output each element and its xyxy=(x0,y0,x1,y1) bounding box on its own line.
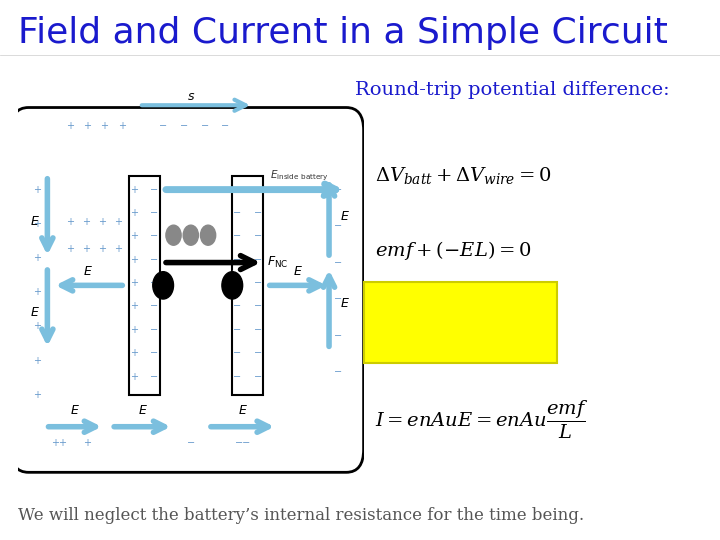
Text: +: + xyxy=(130,208,138,218)
Text: +: + xyxy=(114,244,122,254)
Text: $E = \dfrac{emf}{L}$: $E = \dfrac{emf}{L}$ xyxy=(382,303,468,347)
Text: −: − xyxy=(254,185,262,194)
Text: −: − xyxy=(254,325,262,335)
Text: Round-trip potential difference:: Round-trip potential difference: xyxy=(355,81,670,99)
Text: −: − xyxy=(150,278,158,288)
Text: +: + xyxy=(82,217,90,226)
Text: +: + xyxy=(100,121,109,131)
Circle shape xyxy=(153,272,174,299)
Text: −: − xyxy=(150,325,158,335)
Text: +: + xyxy=(33,287,41,297)
Text: −−: −− xyxy=(235,438,251,448)
Text: +: + xyxy=(33,185,41,194)
Text: −: − xyxy=(333,330,342,341)
Text: +: + xyxy=(98,244,106,254)
Text: −: − xyxy=(233,185,241,194)
Circle shape xyxy=(183,225,199,245)
Text: −: − xyxy=(150,255,158,265)
Text: −: − xyxy=(254,372,262,382)
Text: $E_{\rm inside\ battery}$: $E_{\rm inside\ battery}$ xyxy=(270,168,329,183)
Text: +: + xyxy=(66,244,74,254)
Text: −: − xyxy=(186,438,195,448)
Text: +: + xyxy=(33,390,41,400)
Text: +: + xyxy=(33,253,41,263)
Circle shape xyxy=(200,225,216,245)
Text: −: − xyxy=(333,258,342,267)
Text: +: + xyxy=(82,244,90,254)
Text: −: − xyxy=(233,348,241,358)
Text: −: − xyxy=(254,301,262,312)
Text: −: − xyxy=(233,208,241,218)
Text: −: − xyxy=(150,231,158,241)
Text: +: + xyxy=(130,301,138,312)
Text: −: − xyxy=(159,121,167,131)
Text: −: − xyxy=(233,301,241,312)
Text: E: E xyxy=(84,265,91,278)
Text: −: − xyxy=(333,185,342,194)
Text: +: + xyxy=(98,217,106,226)
Text: +: + xyxy=(83,438,91,448)
Text: −: − xyxy=(254,278,262,288)
Text: E: E xyxy=(138,404,146,417)
Text: −: − xyxy=(221,121,230,131)
Text: +: + xyxy=(66,217,74,226)
Text: E: E xyxy=(341,297,348,310)
Text: +: + xyxy=(130,278,138,288)
Text: +: + xyxy=(83,121,91,131)
Text: −: − xyxy=(233,325,241,335)
Text: −: − xyxy=(254,231,262,241)
Text: $emf + (-EL) = 0$: $emf + (-EL) = 0$ xyxy=(375,239,531,261)
Text: $F_{\rm NC}$: $F_{\rm NC}$ xyxy=(267,255,288,270)
Text: +: + xyxy=(33,356,41,366)
Text: −: − xyxy=(233,255,241,265)
Text: +: + xyxy=(130,348,138,358)
Text: +: + xyxy=(66,121,74,131)
Text: Field and Current in a Simple Circuit: Field and Current in a Simple Circuit xyxy=(18,16,668,50)
Text: E: E xyxy=(31,306,39,319)
Text: −: − xyxy=(150,185,158,194)
Text: E: E xyxy=(294,265,302,278)
Circle shape xyxy=(222,272,243,299)
Text: ++: ++ xyxy=(51,438,68,448)
Text: −: − xyxy=(233,231,241,241)
Text: −: − xyxy=(333,294,342,304)
Text: −: − xyxy=(254,208,262,218)
Text: +: + xyxy=(130,325,138,335)
Bar xyxy=(233,176,264,395)
Text: −: − xyxy=(201,121,209,131)
Circle shape xyxy=(166,225,181,245)
Text: −: − xyxy=(150,372,158,382)
Text: −: − xyxy=(150,348,158,358)
Text: −: − xyxy=(333,367,342,377)
Text: −: − xyxy=(233,372,241,382)
Text: E: E xyxy=(341,211,348,224)
Text: −: − xyxy=(233,278,241,288)
Text: $\Delta V_{batt} + \Delta V_{wire} = 0$: $\Delta V_{batt} + \Delta V_{wire} = 0$ xyxy=(375,165,552,186)
Text: +: + xyxy=(130,231,138,241)
Text: +: + xyxy=(130,372,138,382)
Text: −: − xyxy=(254,348,262,358)
Text: −: − xyxy=(333,221,342,231)
Text: +: + xyxy=(33,321,41,332)
Text: E: E xyxy=(71,404,79,417)
Text: +: + xyxy=(117,121,126,131)
Text: +: + xyxy=(130,185,138,194)
Text: $I = enAuE = enAu\dfrac{emf}{L}$: $I = enAuE = enAu\dfrac{emf}{L}$ xyxy=(375,399,588,441)
Text: s: s xyxy=(187,90,194,103)
Text: −: − xyxy=(150,208,158,218)
Bar xyxy=(129,176,160,395)
Text: +: + xyxy=(130,255,138,265)
Text: E: E xyxy=(31,215,39,228)
Text: +: + xyxy=(33,219,41,229)
Text: −: − xyxy=(254,255,262,265)
Text: We will neglect the battery’s internal resistance for the time being.: We will neglect the battery’s internal r… xyxy=(18,507,584,523)
Text: +: + xyxy=(114,217,122,226)
Text: −: − xyxy=(180,121,188,131)
Text: E: E xyxy=(239,404,246,417)
Text: −: − xyxy=(150,301,158,312)
